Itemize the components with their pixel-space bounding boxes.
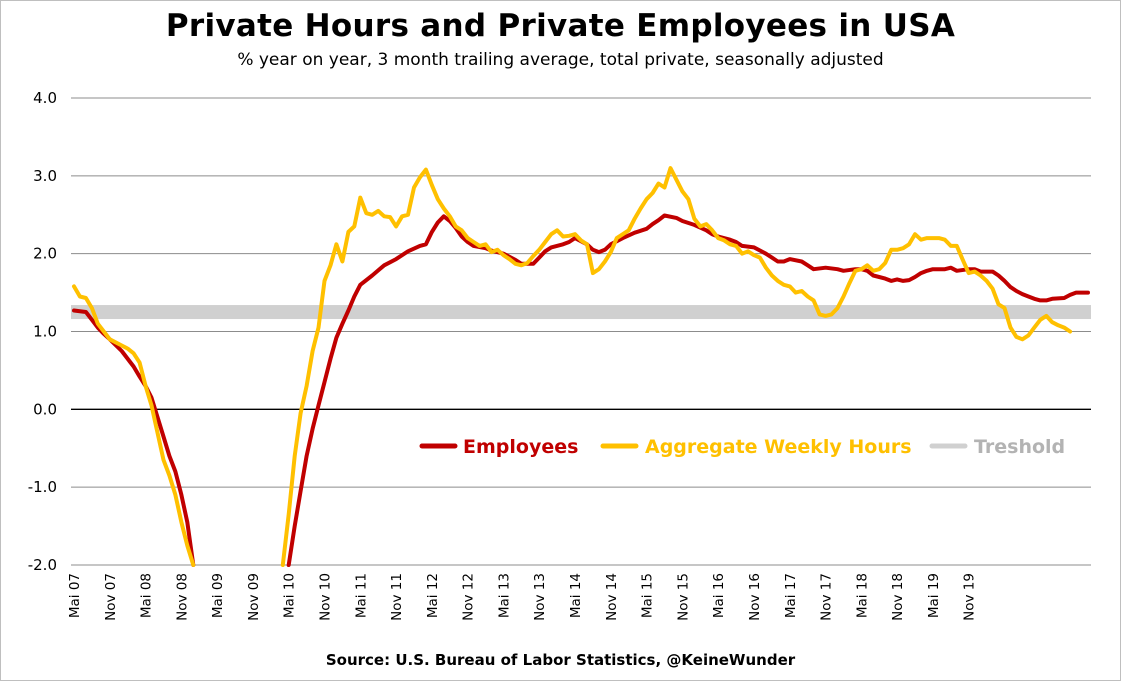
y-tick-label: 1.0 — [33, 323, 57, 341]
series-line-employees — [72, 213, 1090, 567]
series-lines — [72, 166, 1090, 567]
threshold-band — [71, 305, 1091, 320]
y-tick-label: 4.0 — [33, 89, 57, 107]
x-tick-label: Mai 10 — [282, 573, 298, 618]
chart-subtitle: % year on year, 3 month trailing average… — [237, 50, 884, 70]
x-tick-label: Mai 15 — [640, 573, 656, 618]
x-tick-label: Mai 09 — [210, 573, 226, 618]
x-tick-label: Mai 07 — [67, 573, 83, 618]
x-tick-label: Nov 07 — [103, 573, 119, 621]
x-tick-label: Mai 13 — [497, 573, 513, 618]
y-tick-label: -2.0 — [28, 556, 57, 574]
legend: Employees Aggregate Weekly Hours Treshol… — [419, 436, 1065, 458]
x-tick-label: Nov 18 — [890, 573, 906, 621]
series-line-aggregate-weekly-hours — [72, 166, 1073, 567]
x-tick-label: Mai 12 — [425, 573, 441, 618]
x-axis-ticks: Mai 07 Nov 07 Mai 08 Nov 08 Mai 09 Nov 09 Mai … — [67, 573, 978, 621]
x-tick-label: Nov 17 — [819, 573, 835, 621]
x-tick-label: Nov 19 — [962, 573, 978, 621]
x-tick-label: Nov 13 — [532, 573, 548, 621]
y-tick-label: 2.0 — [33, 245, 57, 263]
x-tick-label: Nov 15 — [675, 573, 691, 621]
x-tick-label: Mai 19 — [926, 573, 942, 618]
x-tick-label: Mai 18 — [854, 573, 870, 618]
x-tick-label: Nov 09 — [246, 573, 262, 621]
y-tick-label: -1.0 — [28, 478, 57, 496]
x-tick-label: Nov 14 — [604, 573, 620, 621]
x-tick-label: Nov 16 — [747, 573, 763, 621]
x-tick-label: Mai 16 — [711, 573, 727, 618]
legend-label-employees: Employees — [463, 436, 578, 458]
x-tick-label: Mai 11 — [353, 573, 369, 618]
y-tick-label: 3.0 — [33, 167, 57, 185]
y-tick-label: 0.0 — [33, 400, 57, 418]
gridlines — [71, 97, 1091, 566]
legend-label-threshold: Treshold — [974, 436, 1065, 458]
x-tick-label: Mai 17 — [783, 573, 799, 618]
x-tick-label: Mai 14 — [568, 573, 584, 618]
x-tick-label: Nov 12 — [461, 573, 477, 621]
y-axis-ticks: 4.0 3.0 2.0 1.0 0.0 -1.0 -2.0 — [28, 89, 57, 574]
legend-label-aggregate-weekly-hours: Aggregate Weekly Hours — [645, 436, 912, 458]
x-tick-label: Nov 11 — [389, 573, 405, 621]
x-tick-label: Mai 08 — [139, 573, 155, 618]
chart-title: Private Hours and Private Employees in U… — [165, 8, 956, 44]
x-tick-label: Nov 08 — [174, 573, 190, 621]
x-tick-label: Nov 10 — [318, 573, 334, 621]
chart-source: Source: U.S. Bureau of Labor Statistics,… — [325, 651, 796, 669]
